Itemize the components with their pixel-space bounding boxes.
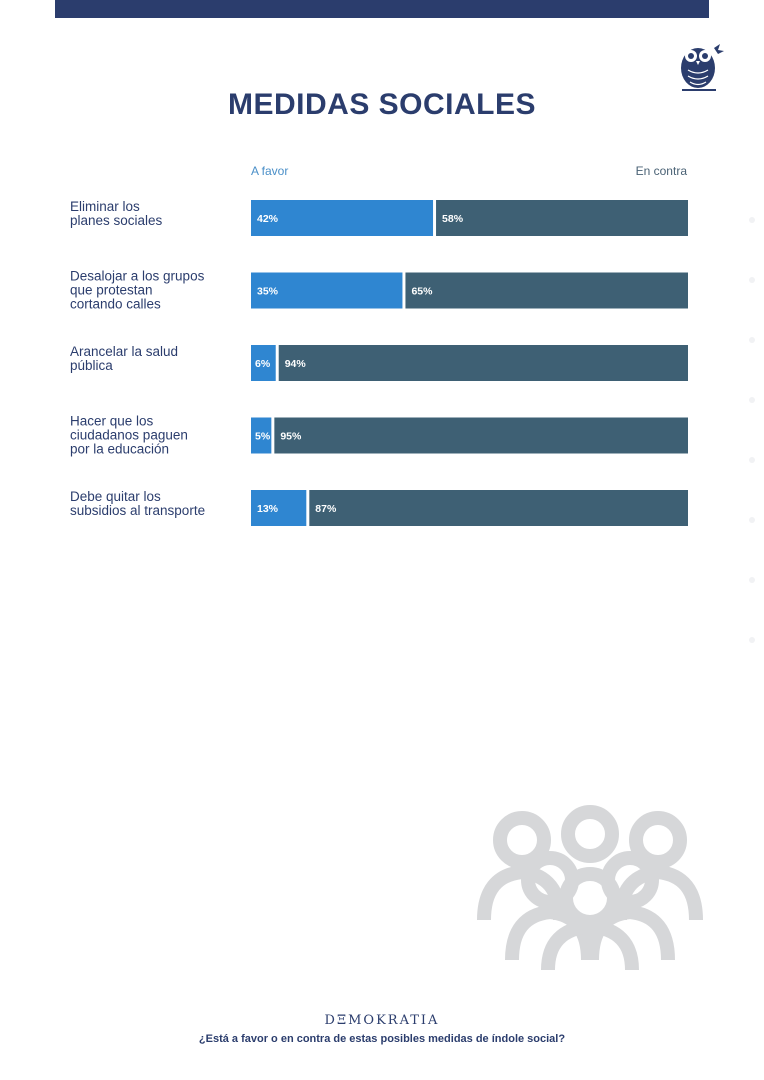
value-label-a-favor: 35% bbox=[257, 286, 279, 298]
decorative-dot-pattern bbox=[749, 217, 755, 643]
bar-a-favor bbox=[251, 200, 434, 236]
category-label: Desalojar a los grupos que protestan corta… bbox=[70, 269, 205, 312]
header-band bbox=[55, 0, 709, 18]
legend-a-favor: A favor bbox=[251, 164, 289, 178]
category-label: Hacer que los ciudadanos paguen por la edu… bbox=[70, 414, 188, 457]
bar-en-contra bbox=[436, 200, 688, 236]
bar-a-favor bbox=[251, 417, 272, 454]
legend-en-contra: En contra bbox=[635, 164, 687, 178]
bar-en-contra bbox=[278, 345, 688, 381]
brand-logo: DΞMOKRATIA bbox=[324, 1013, 440, 1028]
value-label-a-favor: 5% bbox=[255, 431, 271, 443]
page-title: MEDIDAS SOCIALES bbox=[227, 88, 537, 121]
bar-a-favor bbox=[251, 490, 307, 526]
bar-a-favor bbox=[251, 272, 403, 309]
bar-en-contra bbox=[309, 490, 688, 526]
bar-en-contra bbox=[274, 417, 688, 454]
survey-question: ¿Está a favor o en contra de estas posib… bbox=[198, 1033, 566, 1045]
category-label: Debe quitar los subsidios al transporte bbox=[70, 489, 205, 518]
value-label-en-contra: 95% bbox=[280, 431, 302, 443]
value-label-a-favor: 42% bbox=[257, 213, 279, 225]
value-label-a-favor: 13% bbox=[257, 503, 279, 515]
owl-logo-icon bbox=[681, 44, 724, 91]
stacked-bar-chart: Eliminar los planes sociales 42% 58% Desaloj… bbox=[70, 199, 688, 526]
value-label-en-contra: 58% bbox=[442, 213, 464, 225]
value-label-en-contra: 87% bbox=[315, 503, 337, 515]
category-label: Arancelar la salud pública bbox=[70, 344, 178, 373]
bar-a-favor bbox=[251, 345, 276, 381]
bar-en-contra bbox=[405, 272, 688, 309]
value-label-en-contra: 65% bbox=[411, 286, 433, 298]
value-label-a-favor: 6% bbox=[255, 358, 271, 370]
value-label-en-contra: 94% bbox=[285, 358, 307, 370]
category-label: Eliminar los planes sociales bbox=[70, 199, 163, 228]
people-group-icon bbox=[477, 805, 703, 970]
